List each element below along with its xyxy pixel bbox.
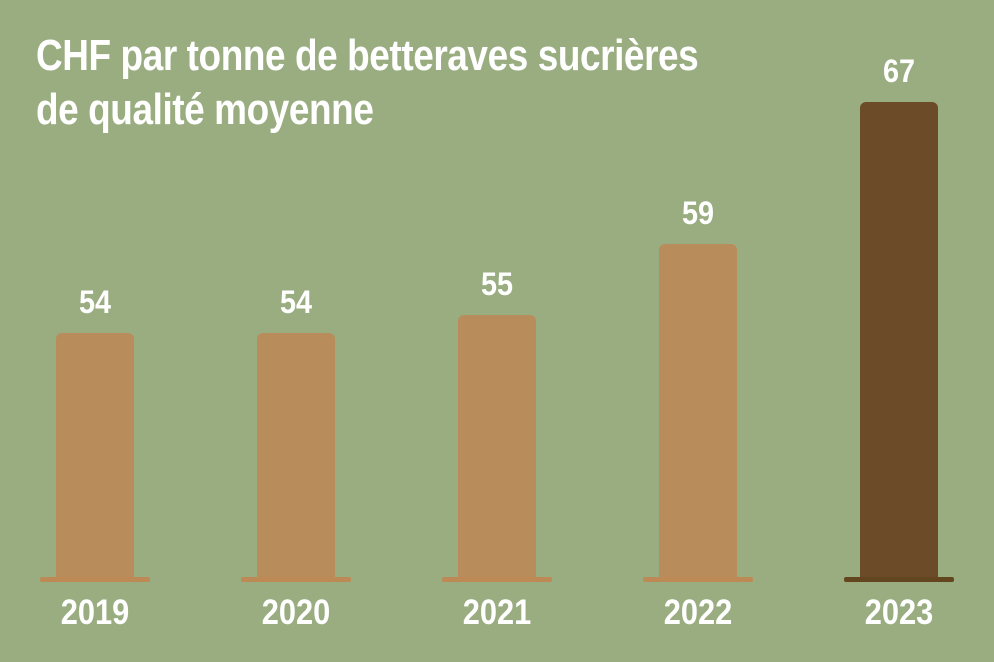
bar-2021	[458, 315, 536, 582]
bar-2022	[659, 244, 737, 582]
value-label: 54	[279, 284, 313, 320]
bar-baseline	[442, 577, 552, 582]
x-axis-label: 2021	[462, 593, 532, 632]
value-label: 55	[480, 266, 514, 302]
chart-title: CHF par tonne de betteraves sucrières de…	[36, 29, 699, 137]
bar-2023	[860, 102, 938, 582]
chart-title-line1: CHF par tonne de betteraves sucrières	[36, 31, 699, 80]
bar-baseline	[241, 577, 351, 582]
value-label: 54	[78, 284, 112, 320]
value-label: 59	[681, 195, 715, 231]
chart-title-line2: de qualité moyenne	[36, 85, 374, 134]
bar-baseline	[643, 577, 753, 582]
bar-2020	[257, 333, 335, 582]
x-axis-label: 2019	[60, 593, 130, 632]
x-axis-label: 2023	[864, 593, 934, 632]
x-axis-label: 2022	[663, 593, 733, 632]
bar-baseline	[844, 577, 954, 582]
value-label: 67	[882, 53, 916, 89]
bar-2019	[56, 333, 134, 582]
bar-baseline	[40, 577, 150, 582]
x-axis-label: 2020	[261, 593, 331, 632]
